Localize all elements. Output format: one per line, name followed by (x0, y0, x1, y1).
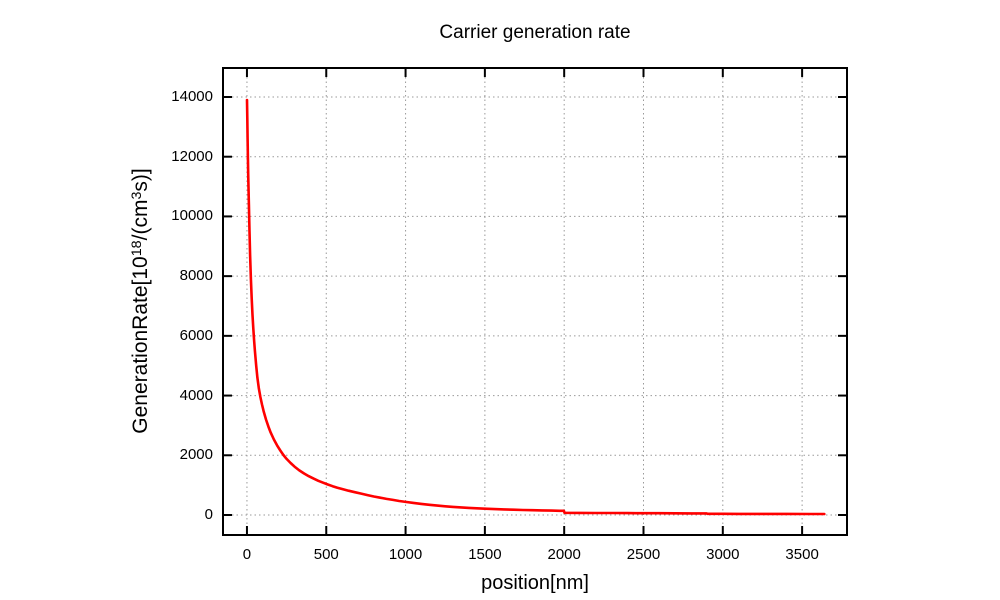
y-tick-label: 12000 (171, 147, 213, 165)
y-axis-label: GenerationRate[1018/(cm3s)] (129, 168, 153, 433)
y-tick-label: 10000 (171, 207, 213, 225)
y-axis-label-text: /(cm (129, 199, 152, 241)
y-tick-label: 6000 (179, 326, 213, 344)
y-axis-label-text: GenerationRate[10 (129, 256, 152, 434)
y-axis-label-superscript: 18 (129, 240, 145, 257)
x-tick-label: 0 (242, 546, 252, 563)
y-tick-label: 4000 (179, 386, 213, 404)
x-tick-label: 2000 (547, 546, 581, 563)
x-axis-label: position[nm] (481, 572, 589, 594)
x-tick-label: 1500 (468, 546, 502, 563)
chart-title: Carrier generation rate (439, 22, 631, 43)
y-tick-label: 2000 (179, 446, 213, 464)
y-axis-label-text: s)] (129, 168, 152, 192)
x-tick-label: 3500 (785, 546, 819, 563)
y-axis-label-superscript: 3 (129, 191, 145, 200)
y-tick-label: 8000 (179, 267, 213, 285)
y-tick-label: 0 (204, 505, 213, 523)
plot-border (222, 67, 848, 536)
y-tick-label: 14000 (171, 87, 213, 105)
series-generation-rate (245, 98, 826, 516)
x-tick-label: 500 (313, 546, 339, 563)
x-tick-label: 1000 (388, 546, 423, 563)
x-tick-label: 3000 (706, 546, 740, 563)
x-tick-label: 2500 (626, 546, 661, 563)
